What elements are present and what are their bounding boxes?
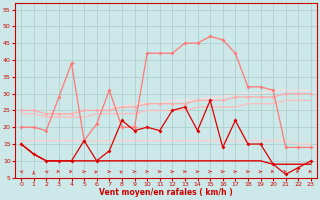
X-axis label: Vent moyen/en rafales ( km/h ): Vent moyen/en rafales ( km/h ) [99,188,233,197]
